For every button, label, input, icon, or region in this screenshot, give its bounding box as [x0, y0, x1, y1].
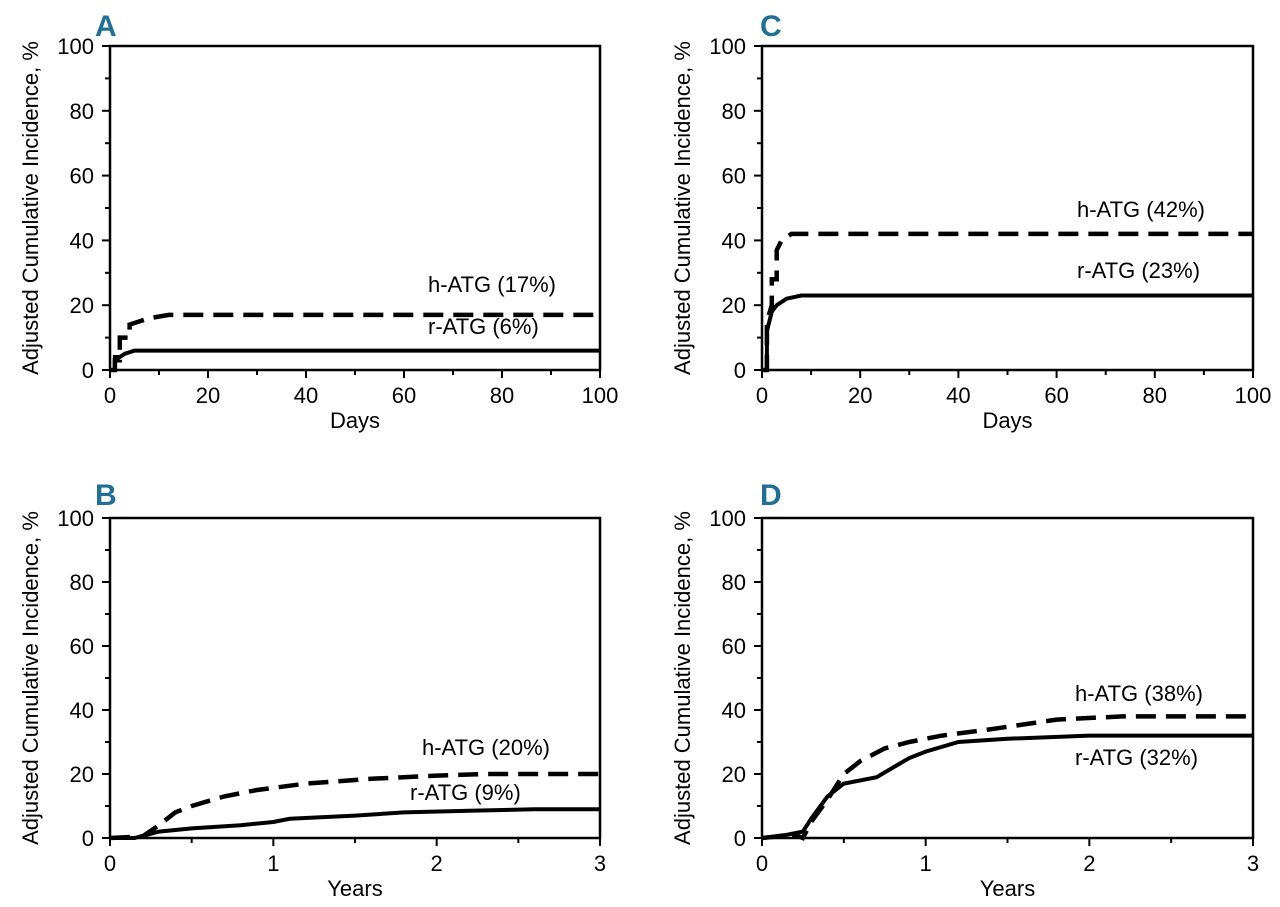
x-tick-label: 80 [490, 383, 514, 408]
y-tick-label: 80 [722, 570, 746, 595]
y-tick-label: 100 [57, 506, 94, 531]
x-tick-label: 3 [1247, 851, 1259, 876]
x-tick-label: 20 [848, 383, 872, 408]
x-tick-label: 0 [104, 851, 116, 876]
x-tick-label: 100 [582, 383, 619, 408]
y-tick-label: 20 [722, 762, 746, 787]
x-tick-label: 40 [294, 383, 318, 408]
panel-label: D [760, 479, 782, 512]
y-tick-label: 80 [70, 570, 94, 595]
x-tick-label: 3 [594, 851, 606, 876]
x-axis-title: Days [330, 408, 380, 433]
panel-c: C 0 20 40 60 80 100 0 20 40 60 80 100 Days Adjusted Cu… [670, 10, 1271, 433]
y-tick-label: 0 [82, 826, 94, 851]
x-tick-label: 60 [392, 383, 416, 408]
y-axis-title: Adjusted Cumulative Incidence, % [670, 41, 695, 375]
y-tick-label: 20 [70, 762, 94, 787]
panel-label: A [95, 10, 117, 43]
series-line-h-atg [761, 714, 1253, 841]
y-tick-label: 100 [57, 34, 94, 59]
x-tick-label: 2 [1083, 851, 1095, 876]
x-tick-label: 100 [1235, 383, 1272, 408]
y-tick-label: 20 [722, 293, 746, 318]
x-tick-label: 60 [1044, 383, 1068, 408]
y-axis-title: Adjusted Cumulative Incidence, % [18, 511, 43, 845]
y-tick-label: 20 [70, 293, 94, 318]
y-tick-label: 40 [722, 698, 746, 723]
x-tick-label: 2 [431, 851, 443, 876]
x-axis-title: Days [982, 408, 1032, 433]
panel-label: C [760, 10, 782, 43]
series-line-r-atg [761, 733, 1253, 840]
series-line-r-atg [110, 807, 600, 840]
y-tick-label: 60 [722, 164, 746, 189]
x-tick-label: 1 [267, 851, 279, 876]
series-label: r-ATG (9%) [410, 780, 521, 805]
y-tick-label: 0 [82, 358, 94, 383]
y-tick-label: 100 [709, 506, 746, 531]
y-axis-title: Adjusted Cumulative Incidence, % [18, 41, 43, 375]
y-tick-label: 60 [70, 634, 94, 659]
y-tick-label: 60 [70, 164, 94, 189]
y-tick-label: 0 [734, 826, 746, 851]
y-tick-label: 80 [70, 99, 94, 124]
x-tick-label: 80 [1143, 383, 1167, 408]
x-tick-label: 20 [196, 383, 220, 408]
y-tick-label: 0 [734, 358, 746, 383]
x-tick-label: 40 [946, 383, 970, 408]
series-line-h-atg [762, 231, 1253, 373]
y-tick-label: 40 [70, 698, 94, 723]
series-line-h-atg [109, 771, 600, 841]
x-tick-label: 0 [104, 383, 116, 408]
plot-frame [108, 516, 602, 840]
y-tick-label: 40 [722, 228, 746, 253]
panel-d: D 0 20 40 60 80 100 0 1 2 3 Years Adjusted Cumulativ… [670, 479, 1259, 901]
y-tick-label: 60 [722, 634, 746, 659]
series-line-r-atg [110, 348, 600, 372]
series-label: r-ATG (6%) [428, 314, 539, 339]
y-tick-label: 100 [709, 34, 746, 59]
panel-label: B [95, 479, 117, 512]
y-axis-title: Adjusted Cumulative Incidence, % [670, 511, 695, 845]
series-label: h-ATG (20%) [422, 735, 550, 760]
x-tick-label: 0 [756, 851, 768, 876]
series-line-r-atg [762, 293, 1253, 372]
y-tick-label: 40 [70, 228, 94, 253]
series-label: r-ATG (32%) [1075, 745, 1198, 770]
panel-b: B 0 20 40 60 80 100 0 1 2 3 Years Adjusted Cumulativ… [18, 479, 606, 901]
x-axis-title: Years [327, 876, 382, 901]
x-axis-title: Years [980, 876, 1035, 901]
series-label: r-ATG (23%) [1077, 258, 1200, 283]
y-tick-label: 80 [722, 99, 746, 124]
x-tick-label: 1 [920, 851, 932, 876]
series-label: h-ATG (17%) [428, 272, 556, 297]
series-label: h-ATG (42%) [1077, 197, 1205, 222]
x-tick-label: 0 [756, 383, 768, 408]
series-label: h-ATG (38%) [1075, 681, 1203, 706]
panel-a: A 0 20 40 60 80 100 0 20 40 60 80 100 Days Adjusted Cu… [18, 10, 618, 433]
